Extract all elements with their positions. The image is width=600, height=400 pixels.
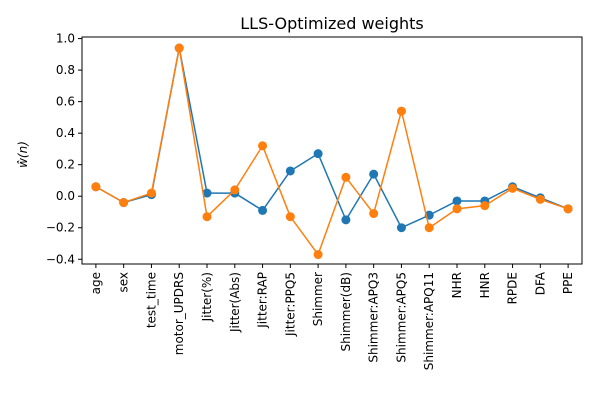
x-tick-label: Shimmer:APQ11 xyxy=(422,272,436,370)
series-2-point xyxy=(396,106,406,116)
series-1-point xyxy=(369,169,379,179)
series-1-point xyxy=(396,223,406,233)
x-tick-label: PPE xyxy=(561,272,575,294)
y-tick-label: −0.2 xyxy=(46,221,75,235)
series-1-point xyxy=(285,166,295,176)
plot-frame xyxy=(81,36,583,265)
series-2-point xyxy=(480,201,490,211)
x-tick-label: Shimmer xyxy=(311,272,325,326)
series-1-point xyxy=(258,205,268,215)
chart-title: LLS-Optimized weights xyxy=(240,14,423,33)
series-2-point xyxy=(535,194,545,204)
x-tick-label: Jitter(Abs) xyxy=(228,272,242,333)
x-tick-label: motor_UPDRS xyxy=(172,272,186,355)
series-2-point xyxy=(119,198,129,208)
series-2-point xyxy=(369,209,379,219)
series-2-point xyxy=(424,223,434,233)
y-tick-label: −0.4 xyxy=(46,252,75,266)
series-2-point xyxy=(563,204,573,214)
series-1-point xyxy=(452,196,462,206)
series-1-point xyxy=(313,149,323,159)
y-axis-label: ŵ(n) xyxy=(16,141,30,168)
x-tick-label: age xyxy=(89,272,103,294)
x-tick-label: test_time xyxy=(144,272,158,328)
series-2-point xyxy=(452,204,462,214)
y-tick-label: 0.4 xyxy=(56,126,75,140)
x-tick-label: HNR xyxy=(478,272,492,298)
x-tick-label: sex xyxy=(117,272,131,293)
y-tick-label: 0.8 xyxy=(56,63,75,77)
series-2-point xyxy=(258,141,268,151)
series-1-line xyxy=(95,47,569,229)
y-tick-label: 1.0 xyxy=(56,32,75,46)
x-tick-label: RPDE xyxy=(506,272,520,304)
x-tick-label: Shimmer:APQ5 xyxy=(394,272,408,363)
x-tick-label: Jitter:PPQ5 xyxy=(283,272,297,337)
series-2-point xyxy=(202,212,212,222)
x-tick-label: NHR xyxy=(450,272,464,298)
series-2-point xyxy=(91,182,101,192)
series-2-point xyxy=(313,250,323,260)
series-1-point xyxy=(341,215,351,225)
series-2-line xyxy=(95,47,569,256)
x-tick-label: DFA xyxy=(533,271,547,295)
y-tick-label: 0.0 xyxy=(56,189,75,203)
x-tick-label: Shimmer:APQ3 xyxy=(367,272,381,363)
series-2-point xyxy=(508,183,518,193)
x-tick-label: Shimmer(dB) xyxy=(339,272,353,351)
series-2-point xyxy=(230,185,240,195)
plot-area: −0.4 −0.2 0.0 0.2 0.4 0.6 0.8 1.0 age sex test_tim… xyxy=(16,32,583,370)
y-tick-label: 0.2 xyxy=(56,158,75,172)
x-tick-label: Jitter:RAP xyxy=(256,272,270,329)
series-2-point xyxy=(285,212,295,222)
y-tick-label: 0.6 xyxy=(56,95,75,109)
series-2-point xyxy=(174,43,184,53)
series-1-point xyxy=(202,188,212,198)
series-2-point xyxy=(341,172,351,182)
series-2-point xyxy=(146,188,156,198)
x-tick-label: Jitter(%) xyxy=(200,272,214,322)
